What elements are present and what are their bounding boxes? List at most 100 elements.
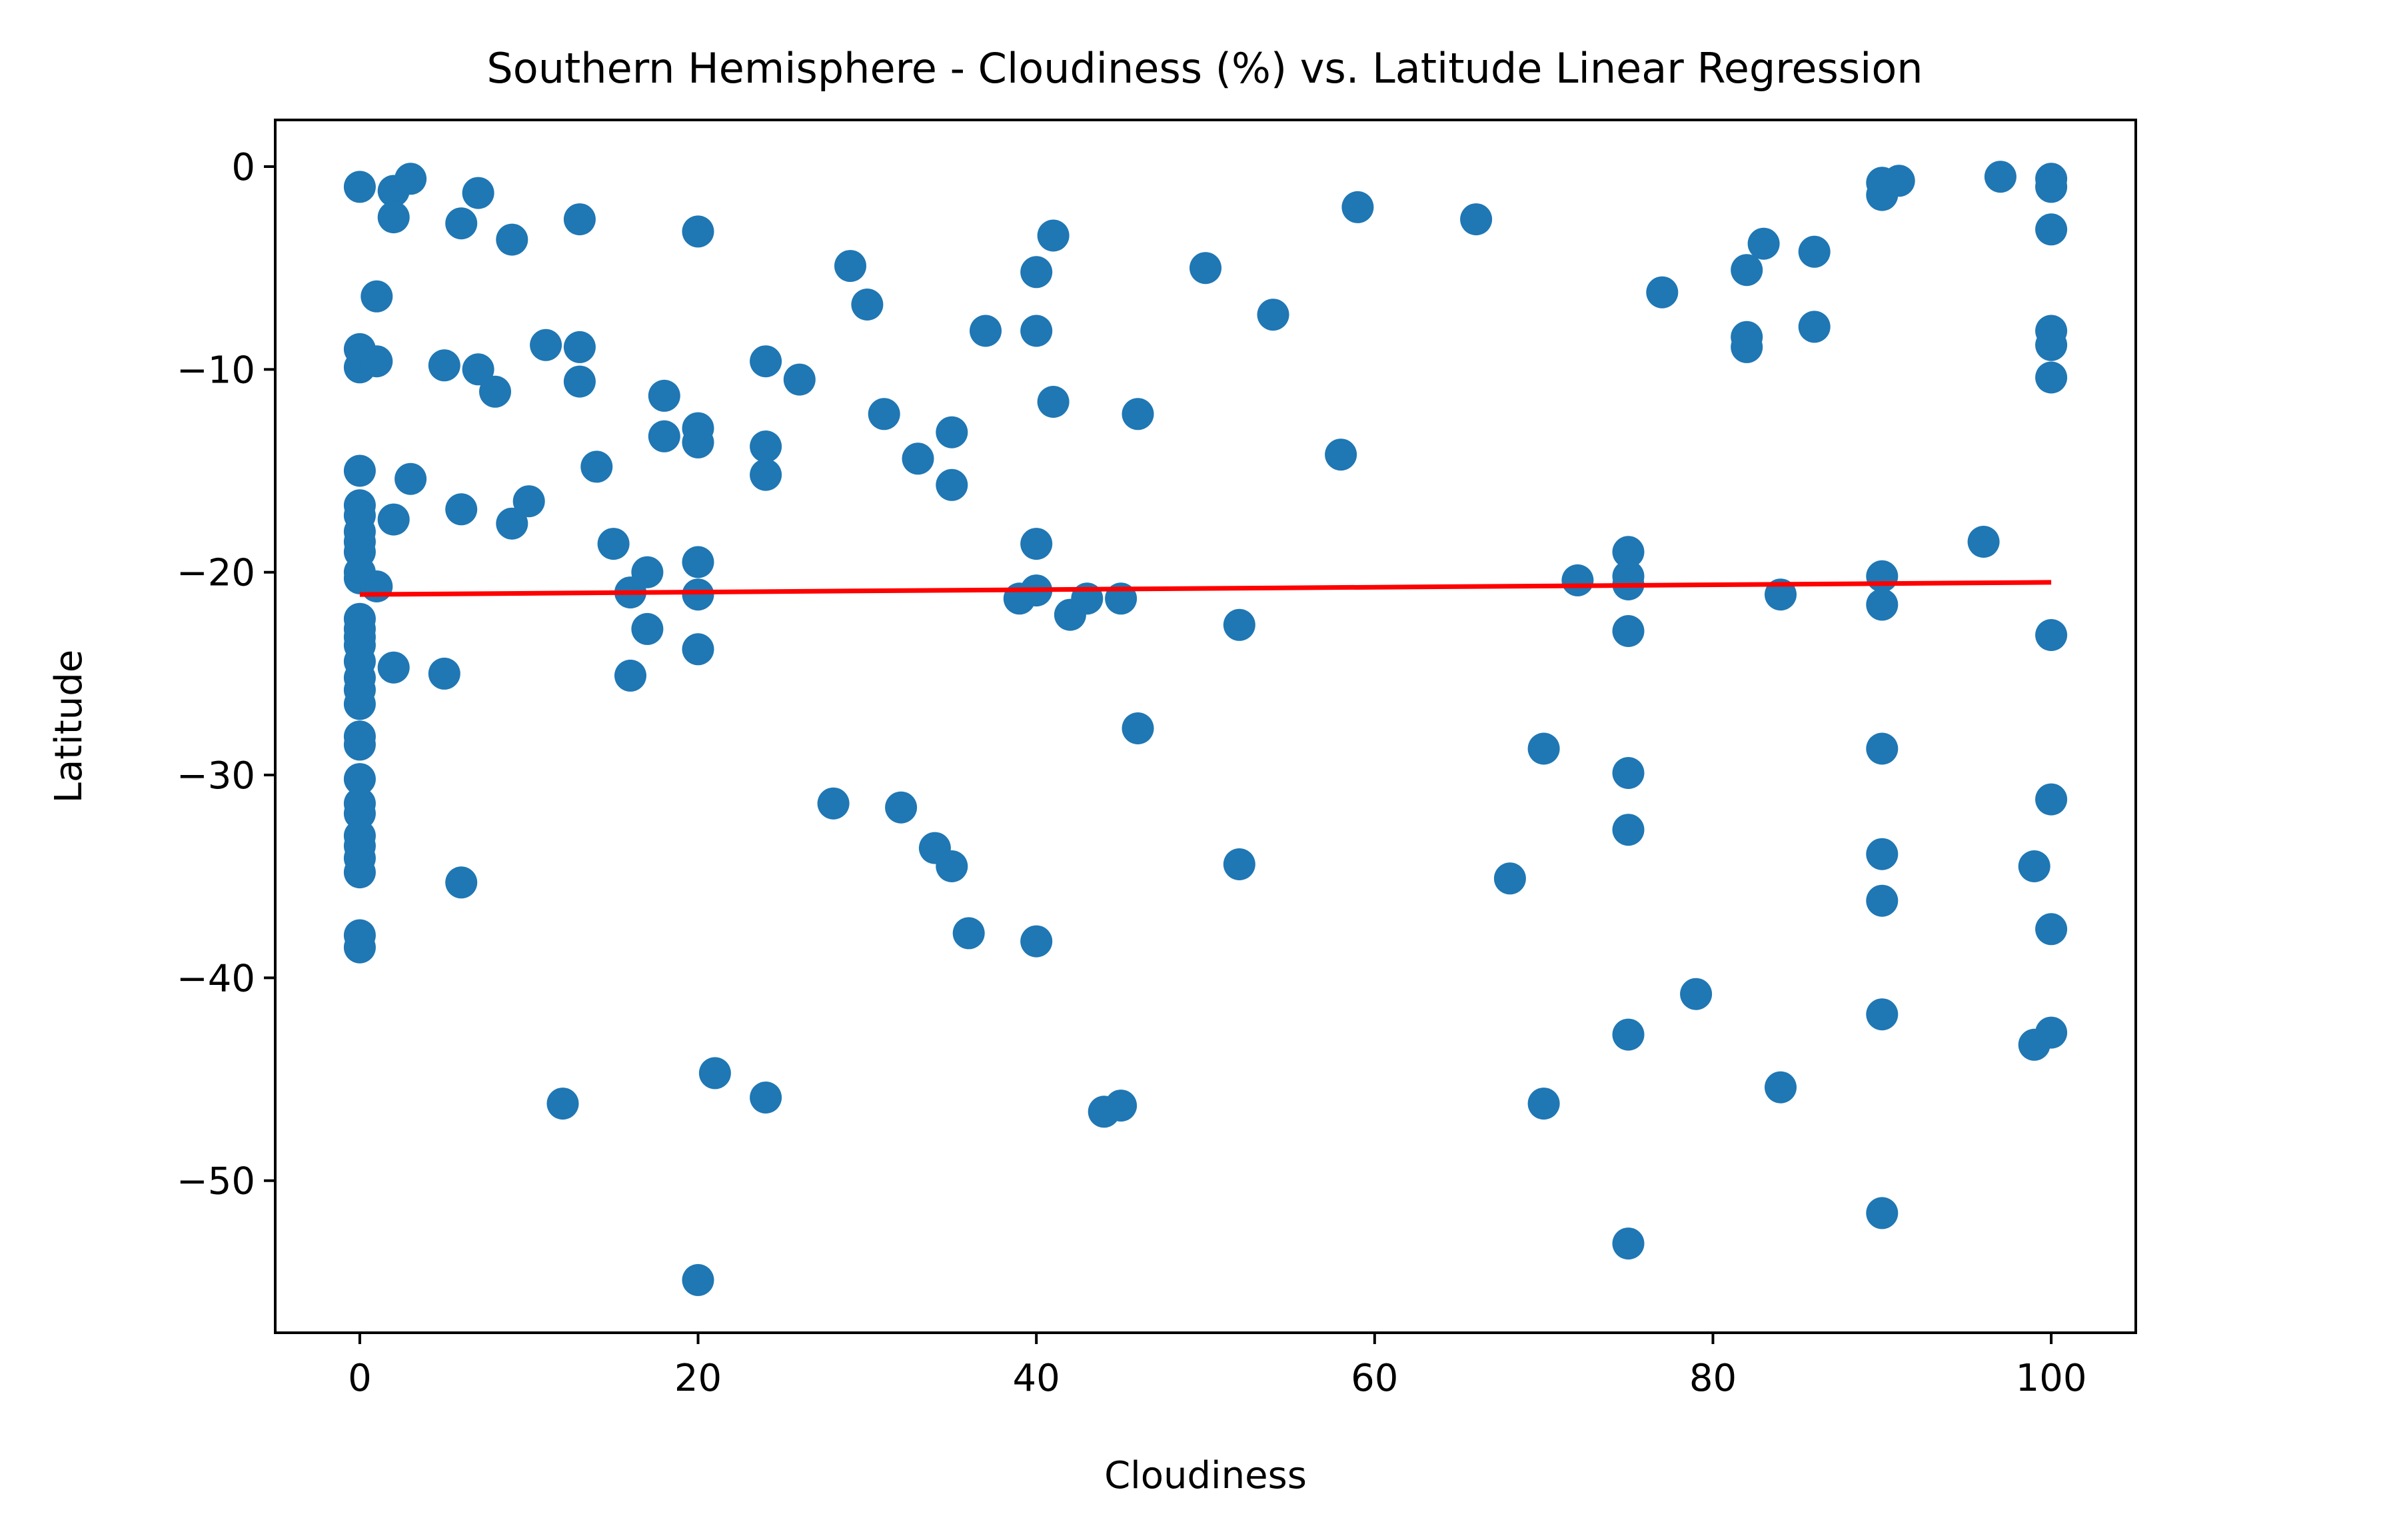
- data-point: [1731, 331, 1763, 363]
- data-point: [750, 430, 782, 462]
- data-point: [1037, 386, 1070, 418]
- data-point: [1325, 438, 1357, 471]
- x-tick-label: 60: [1351, 1357, 1398, 1400]
- x-tick-label: 0: [348, 1357, 372, 1400]
- x-tick-label: 100: [2016, 1357, 2087, 1400]
- data-point: [580, 450, 613, 483]
- data-point: [479, 375, 511, 408]
- data-point: [682, 578, 714, 611]
- data-point: [1493, 862, 1526, 895]
- data-point: [1984, 161, 2016, 193]
- chart-title: Southern Hemisphere - Cloudiness (%) vs.…: [486, 44, 1923, 93]
- data-point: [343, 931, 376, 964]
- data-point: [1866, 838, 1899, 870]
- data-point: [361, 280, 393, 313]
- data-point: [1190, 252, 1221, 285]
- data-point: [343, 728, 376, 761]
- data-point: [1866, 884, 1899, 917]
- y-tick-label: −30: [177, 754, 255, 798]
- plot-frame: [274, 119, 2137, 1334]
- data-point: [496, 223, 528, 256]
- data-point: [1223, 608, 1255, 641]
- x-tick-label: 20: [674, 1357, 722, 1400]
- data-point: [1020, 315, 1053, 347]
- y-tick-label: −50: [177, 1160, 255, 1203]
- data-point: [2035, 171, 2068, 203]
- data-point: [1866, 732, 1899, 765]
- data-point: [1020, 256, 1053, 289]
- data-point: [1646, 276, 1679, 309]
- data-point: [1105, 1090, 1138, 1122]
- y-tick-label: −40: [177, 957, 255, 1000]
- data-point: [563, 331, 596, 363]
- data-point: [1341, 191, 1374, 223]
- data-point: [1866, 588, 1899, 621]
- data-point: [395, 462, 427, 495]
- data-point: [496, 507, 528, 540]
- data-point: [428, 349, 460, 382]
- data-point: [1866, 1197, 1899, 1229]
- data-point: [1612, 1018, 1645, 1051]
- data-point: [1122, 712, 1154, 744]
- data-point: [445, 493, 478, 526]
- data-point: [361, 345, 393, 378]
- data-point: [648, 420, 680, 452]
- data-point: [343, 454, 376, 487]
- data-point: [1612, 1227, 1645, 1260]
- data-point: [1866, 560, 1899, 592]
- y-axis-label: Latitude: [47, 650, 91, 803]
- data-point: [1037, 219, 1070, 252]
- data-point: [851, 289, 884, 321]
- data-point: [1731, 254, 1763, 287]
- data-point: [868, 398, 900, 430]
- y-tick-label: 0: [231, 146, 255, 189]
- data-point: [834, 250, 866, 283]
- data-point: [546, 1088, 579, 1120]
- data-point: [1460, 203, 1493, 236]
- y-tick-label: −10: [177, 349, 255, 392]
- data-point: [2035, 913, 2068, 946]
- data-point: [512, 485, 545, 518]
- regression-line: [359, 580, 2052, 597]
- regression-line-layer: [359, 580, 2052, 597]
- data-point: [395, 163, 427, 195]
- data-point: [1798, 311, 1831, 343]
- data-point: [885, 791, 918, 824]
- data-point: [1967, 526, 2000, 558]
- data-point: [1561, 564, 1594, 596]
- x-axis-ticks: 0 20 40 60 80 100: [348, 1333, 2087, 1400]
- data-point: [597, 528, 630, 560]
- data-point: [1612, 615, 1645, 647]
- data-point: [682, 426, 714, 458]
- data-point: [936, 468, 968, 501]
- data-point: [902, 442, 934, 475]
- data-point: [2035, 361, 2068, 394]
- data-point: [750, 345, 782, 378]
- data-point: [1612, 536, 1645, 568]
- data-point: [1680, 978, 1713, 1010]
- data-point: [682, 215, 714, 248]
- data-point: [631, 556, 664, 588]
- data-point: [462, 177, 494, 209]
- data-point: [750, 458, 782, 491]
- data-point: [614, 659, 646, 692]
- data-point: [530, 329, 562, 361]
- data-point: [817, 787, 850, 820]
- y-axis-ticks: 0 −10 −20 −30 −40 −50: [177, 146, 275, 1203]
- data-point: [377, 503, 410, 536]
- data-point: [2035, 619, 2068, 651]
- data-point: [563, 365, 596, 398]
- data-point: [343, 171, 376, 203]
- data-point: [1883, 165, 1915, 197]
- data-point: [343, 688, 376, 720]
- data-point: [2035, 329, 2068, 361]
- data-point: [343, 763, 376, 796]
- data-point: [1122, 398, 1154, 430]
- data-point: [2018, 850, 2050, 882]
- data-point: [936, 850, 968, 882]
- data-point: [563, 203, 596, 236]
- data-point: [2035, 783, 2068, 816]
- data-point: [1020, 925, 1053, 958]
- data-point: [343, 797, 376, 830]
- data-point: [682, 1263, 714, 1296]
